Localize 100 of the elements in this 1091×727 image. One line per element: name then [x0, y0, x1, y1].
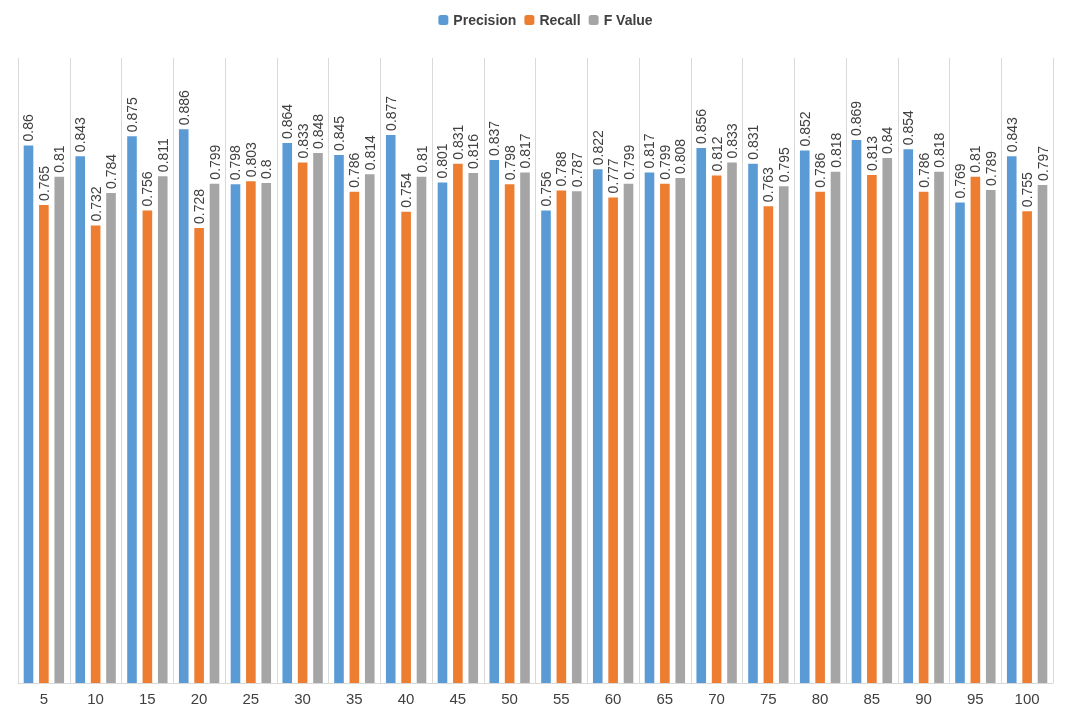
- bar: [934, 171, 944, 683]
- bar: [178, 129, 189, 683]
- data-label: 0.81: [413, 145, 430, 173]
- x-tick-label: 5: [39, 690, 49, 707]
- x-tick-label: 90: [915, 690, 932, 707]
- data-label: 0.799: [620, 144, 637, 180]
- data-label: 0.843: [1003, 116, 1020, 153]
- bar: [1006, 156, 1017, 683]
- data-label: 0.856: [693, 108, 710, 144]
- data-label: 0.831: [745, 124, 761, 160]
- data-label: 0.756: [538, 171, 554, 207]
- x-tick-label: 85: [863, 690, 881, 707]
- bar: [209, 183, 220, 683]
- data-label: 0.833: [724, 123, 740, 159]
- bar: [556, 190, 567, 683]
- data-label: 0.797: [1034, 145, 1051, 181]
- bar: [349, 191, 360, 683]
- data-label: 0.864: [279, 103, 296, 139]
- data-label: 0.875: [124, 96, 140, 133]
- data-label: 0.754: [398, 172, 415, 208]
- bar: [882, 158, 893, 683]
- bar: [127, 136, 137, 683]
- bar: [39, 204, 49, 683]
- data-label: 0.763: [760, 166, 777, 203]
- data-label: 0.798: [501, 145, 518, 181]
- bar: [851, 139, 862, 683]
- bar: [520, 172, 530, 683]
- bar: [230, 184, 241, 683]
- bar: [748, 163, 758, 683]
- bar: [194, 228, 204, 683]
- data-label: 0.787: [568, 151, 585, 188]
- data-label: 0.803: [242, 141, 259, 178]
- x-tick-label: 35: [346, 690, 363, 707]
- data-label: 0.814: [361, 135, 378, 171]
- x-tick-label: 100: [1014, 690, 1040, 707]
- bar: [297, 162, 308, 683]
- x-tick-label: 95: [967, 690, 984, 707]
- data-label: 0.812: [708, 136, 725, 172]
- bar: [696, 148, 707, 683]
- bar: [541, 210, 551, 683]
- data-label: 0.784: [103, 153, 119, 189]
- bar: [830, 171, 841, 683]
- bar: [1037, 184, 1048, 683]
- bar: [282, 143, 293, 683]
- data-label: 0.877: [382, 95, 399, 131]
- data-label: 0.788: [553, 151, 570, 187]
- bar: [75, 156, 86, 683]
- data-label: 0.786: [346, 152, 363, 188]
- data-label: 0.818: [827, 132, 844, 168]
- data-label: 0.786: [915, 152, 932, 188]
- data-label: 0.811: [154, 137, 171, 173]
- bar: [608, 197, 618, 683]
- bar: [903, 149, 914, 683]
- x-tick-label: 15: [139, 690, 156, 707]
- data-label: 0.8: [258, 159, 275, 179]
- data-label: 0.789: [982, 150, 999, 186]
- bar: [1022, 211, 1032, 683]
- data-label: 0.852: [796, 111, 813, 147]
- x-tick-label: 60: [604, 690, 622, 707]
- bar: [489, 159, 500, 683]
- bar: [453, 163, 463, 683]
- x-tick-label: 25: [242, 690, 260, 707]
- data-label: 0.808: [672, 138, 689, 174]
- bar: [985, 189, 996, 683]
- data-label: 0.799: [206, 144, 223, 180]
- data-label: 0.818: [931, 132, 947, 168]
- bar: [763, 206, 774, 683]
- x-tick-label: 20: [190, 690, 208, 707]
- bar: [778, 186, 789, 683]
- bar: [142, 210, 153, 683]
- x-tick-label: 75: [760, 690, 777, 707]
- data-label: 0.732: [87, 186, 104, 222]
- data-label: 0.728: [191, 188, 208, 224]
- data-label: 0.81: [967, 145, 984, 173]
- bar: [334, 154, 344, 683]
- bar: [918, 191, 929, 683]
- data-label: 0.769: [952, 163, 968, 199]
- x-tick-label: 40: [397, 690, 415, 707]
- bar: [157, 176, 168, 683]
- bar: [23, 145, 34, 683]
- data-label: 0.822: [589, 130, 606, 166]
- x-tick-label: 45: [449, 690, 467, 707]
- bar: [364, 174, 375, 683]
- legend-label: Precision: [453, 12, 517, 28]
- bar: [675, 178, 686, 683]
- data-label: 0.843: [72, 116, 89, 153]
- bar: [261, 183, 272, 683]
- bar: [401, 211, 411, 683]
- x-tick-label: 65: [656, 690, 674, 707]
- bar: [592, 169, 603, 683]
- data-label: 0.777: [605, 158, 622, 194]
- bar: [468, 173, 479, 683]
- x-tick-label: 70: [708, 690, 725, 707]
- bar: [711, 175, 722, 683]
- data-label: 0.786: [812, 152, 829, 188]
- data-label: 0.837: [486, 120, 503, 156]
- legend-label: Recall: [539, 12, 581, 28]
- data-label: 0.817: [517, 133, 533, 169]
- bar: [970, 176, 981, 683]
- bar: [437, 182, 448, 683]
